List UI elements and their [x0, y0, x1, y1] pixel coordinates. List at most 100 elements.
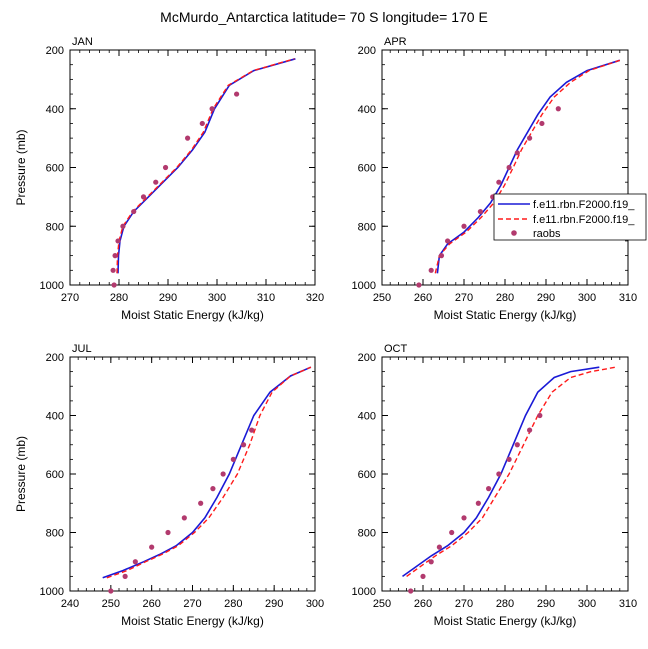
raobs-point: [249, 427, 255, 433]
legend: f.e11.rbn.F2000.f19_ f.e11.rbn.F2000.f19…: [493, 193, 647, 241]
raobs-point: [539, 120, 545, 127]
panel-label: APR: [384, 36, 407, 48]
y-tick-label: 1000: [40, 586, 64, 598]
panel-label: JAN: [72, 36, 93, 48]
raobs-point: [234, 91, 240, 97]
y-tick-label: 800: [46, 221, 64, 233]
x-tick-label: 290: [537, 292, 555, 304]
raobs-point: [112, 253, 118, 259]
x-tick-label: 250: [102, 598, 120, 610]
legend-label-model2: f.e11.rbn.F2000.f19_: [533, 214, 635, 226]
y-tick-label: 200: [358, 45, 376, 57]
raobs-point: [428, 267, 434, 273]
x-tick-label: 280: [496, 292, 514, 304]
x-tick-label: 250: [373, 598, 391, 610]
raobs-point: [514, 150, 520, 156]
raobs-point: [449, 529, 455, 536]
raobs-point: [461, 515, 467, 521]
x-axis-title: Moist Static Energy (kJ/kg): [434, 308, 577, 322]
x-tick-label: 260: [142, 598, 160, 610]
x-tick-label: 240: [61, 598, 79, 610]
raobs-point: [149, 544, 155, 550]
raobs-point: [436, 544, 442, 550]
model2-line: [406, 366, 616, 577]
raobs-point: [132, 559, 138, 565]
y-tick-label: 200: [46, 45, 64, 57]
raobs-point: [475, 500, 481, 506]
raobs-point: [240, 442, 247, 448]
x-tick-label: 290: [265, 598, 283, 610]
x-tick-label: 270: [455, 598, 473, 610]
x-tick-label: 270: [455, 292, 473, 304]
model2-line: [106, 366, 312, 579]
x-tick-label: 280: [110, 292, 128, 304]
x-tick-label: 300: [578, 598, 596, 610]
x-tick-label: 280: [224, 598, 242, 610]
raobs-point: [198, 500, 204, 506]
x-tick-label: 300: [208, 292, 226, 304]
y-tick-label: 600: [358, 469, 376, 481]
raobs-point: [209, 106, 215, 112]
raobs-point: [486, 486, 492, 492]
raobs-point: [408, 588, 414, 594]
y-tick-label: 400: [358, 411, 376, 423]
raobs-point: [110, 267, 116, 273]
x-axis-title: Moist Static Energy (kJ/kg): [434, 614, 577, 628]
y-tick-label: 400: [46, 411, 64, 423]
x-tick-label: 310: [619, 292, 637, 304]
legend-label-raobs: raobs: [533, 228, 561, 240]
plot-frame: [381, 356, 629, 592]
x-axis-title: Moist Static Energy (kJ/kg): [121, 308, 264, 322]
raobs-point: [111, 282, 117, 288]
raobs-point: [210, 486, 216, 492]
plot-frame: [69, 49, 316, 286]
y-tick-label: 400: [46, 104, 64, 116]
raobs-point: [477, 208, 483, 215]
x-tick-label: 300: [306, 598, 324, 610]
raobs-point: [120, 223, 126, 229]
y-tick-label: 400: [358, 104, 376, 116]
y-tick-label: 800: [46, 528, 64, 540]
x-tick-label: 290: [537, 598, 555, 610]
model2-line: [434, 59, 621, 274]
chart-title: McMurdo_Antarctica latitude= 70 S longit…: [160, 9, 488, 25]
panel-oct: 250 260 270 280 290 300 310 200 400 600 800 1000 OCT…: [352, 343, 638, 628]
panels: 270 280 290 300 310 320 200 400 600 800 1000 JAN Moi…: [14, 36, 637, 628]
raobs-point: [527, 427, 533, 433]
x-tick-label: 320: [306, 292, 324, 304]
raobs-point: [230, 456, 236, 462]
raobs-point: [514, 442, 520, 448]
model1-line: [102, 366, 312, 579]
raobs-point: [438, 253, 445, 259]
raobs-point: [199, 120, 205, 127]
panel-jan: 270 280 290 300 310 320 200 400 600 800 1000 JAN Moi…: [14, 36, 324, 322]
model1-line: [402, 366, 600, 578]
y-tick-label: 600: [46, 469, 64, 481]
raobs-point: [115, 238, 121, 244]
raobs-point: [527, 135, 533, 141]
raobs-point: [445, 238, 451, 244]
x-tick-label: 300: [578, 292, 596, 304]
raobs-point: [108, 588, 114, 594]
raobs-point: [428, 559, 434, 565]
raobs-point: [555, 106, 561, 112]
y-tick-label: 200: [358, 352, 376, 364]
raobs-point: [185, 135, 191, 141]
x-tick-label: 260: [414, 598, 432, 610]
x-tick-label: 260: [414, 292, 432, 304]
y-tick-label: 600: [358, 163, 376, 175]
x-tick-label: 310: [257, 292, 275, 304]
x-tick-label: 270: [183, 598, 201, 610]
panel-jul: 240 250 260 270 280 290 300 200 400 600 800 1000 JUL…: [14, 343, 324, 628]
raobs-point: [165, 529, 171, 536]
y-tick-label: 600: [46, 163, 64, 175]
legend-label-model1: f.e11.rbn.F2000.f19_: [533, 199, 635, 211]
plot-frame: [69, 356, 316, 592]
raobs-point: [162, 164, 169, 171]
panel-apr: 250 260 270 280 290 300 310 200 400 600 800 1000 APR…: [352, 36, 638, 322]
raobs-point: [496, 179, 502, 185]
legend-box: [493, 193, 647, 241]
raobs-point: [416, 282, 422, 288]
y-tick-label: 1000: [40, 280, 64, 292]
raobs-point: [153, 179, 159, 185]
